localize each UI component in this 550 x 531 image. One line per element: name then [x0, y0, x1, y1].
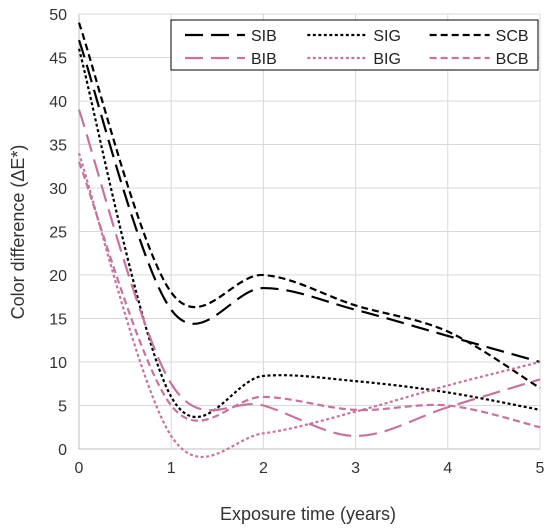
x-tick-label: 5 — [536, 460, 545, 477]
legend-label-sib: SIB — [251, 28, 277, 45]
y-tick-label: 30 — [49, 181, 67, 198]
y-tick-label: 35 — [49, 138, 67, 155]
legend-label-bib: BIB — [251, 51, 277, 68]
x-tick-label: 4 — [443, 460, 452, 477]
series-line-sib — [77, 39, 541, 364]
legend: SIB SIG SCB BIB BIG BCB — [170, 19, 539, 71]
x-axis-title: Exposure time (years) — [220, 504, 396, 524]
series-line-bib — [77, 109, 541, 438]
series-line-sig — [77, 48, 541, 419]
y-tick-label: 45 — [49, 51, 67, 68]
series-line-big — [77, 152, 541, 459]
x-tick-label: 0 — [75, 460, 84, 477]
series-lines — [77, 22, 541, 459]
x-tick-label: 2 — [259, 460, 268, 477]
y-tick-label: 0 — [58, 442, 67, 459]
y-tick-label: 40 — [49, 94, 67, 111]
legend-label-bcb: BCB — [496, 51, 529, 68]
y-tick-label: 25 — [49, 225, 67, 242]
y-tick-label: 5 — [58, 399, 67, 416]
legend-label-big: BIG — [373, 51, 401, 68]
series-line-bcb — [77, 161, 541, 429]
x-tick-label: 1 — [167, 460, 176, 477]
y-tick-label: 20 — [49, 268, 67, 285]
legend-box — [170, 19, 539, 71]
y-axis-title: Color difference (ΔE*) — [8, 145, 28, 320]
series-line-scb — [77, 22, 541, 390]
x-tick-label: 3 — [351, 460, 360, 477]
y-tick-label: 50 — [49, 7, 67, 24]
legend-label-sig: SIG — [373, 28, 401, 45]
legend-label-scb: SCB — [496, 28, 529, 45]
y-tick-label: 10 — [49, 355, 67, 372]
grid — [79, 13, 541, 449]
y-tick-label: 15 — [49, 312, 67, 329]
